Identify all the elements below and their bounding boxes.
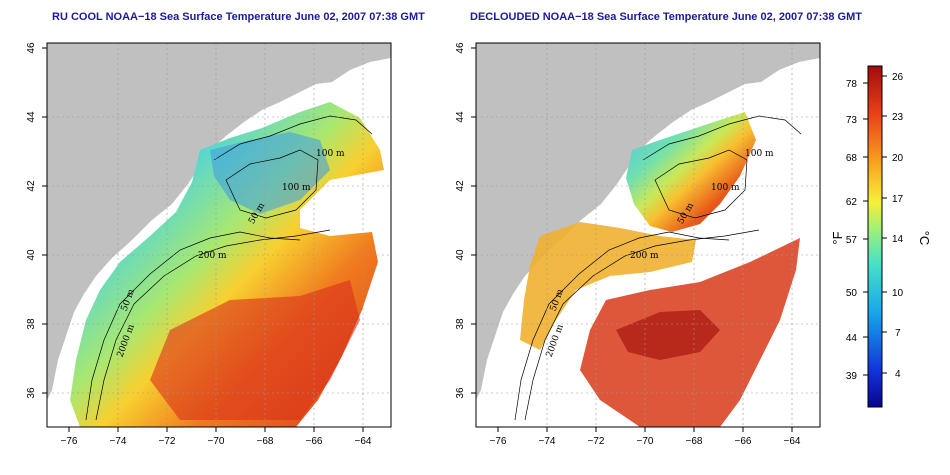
right-xtick: −68 [686,436,703,447]
left-cold-core [210,132,330,214]
right-contours [514,115,802,421]
left-contour-label-2: 100 m [282,183,311,193]
colorbar-c-tick: 23 [892,112,904,123]
left-contour-label-4: 200 m [198,251,227,261]
colorbar-ticks [863,75,887,376]
right-ytick: 42 [455,180,466,192]
left-ytick: 46 [26,42,37,54]
left-map-title: RU COOL NOAA−18 Sea Surface Temperature … [52,11,425,23]
right-xtick: −74 [539,436,556,447]
right-land [476,43,820,400]
colorbar-c-tick: 7 [895,328,901,339]
left-warm-core [150,280,360,420]
right-axes [471,47,793,432]
right-warm-core [616,310,720,360]
right-xtick: −70 [637,436,654,447]
right-xtick: −76 [490,436,507,447]
right-contour-label-2: 100 m [711,183,740,193]
colorbar-f-tick: 57 [846,235,858,246]
left-map-frame [46,42,392,428]
right-map-frame [475,42,821,428]
left-xtick: −68 [257,436,274,447]
colorbar-c-tick: 20 [892,153,904,164]
right-map: 100 m 100 m 50 m 200 m 50 m 2000 m [476,43,820,427]
right-xtick: −72 [588,436,605,447]
left-ytick: 40 [26,249,37,261]
colorbar-f-tick: 44 [846,333,858,344]
left-xtick: −66 [306,436,323,447]
left-map: 100 m 100 m 50 m 200 m 50 m 2000 m [47,43,391,427]
colorbar-c-tick: 17 [892,194,904,205]
right-ytick: 44 [455,111,466,123]
left-xtick: −72 [159,436,176,447]
right-sst-north [626,112,756,232]
colorbar-f-tick: 39 [846,371,858,382]
right-contour-label-1: 100 m [745,149,774,159]
right-ytick: 46 [455,42,466,54]
colorbar-f-tick: 78 [846,79,858,90]
left-ytick: 44 [26,111,37,123]
colorbar-fahrenheit-label: °F [830,231,845,244]
colorbar-c-tick: 4 [895,369,901,380]
colorbar-c-tick: 26 [892,72,904,83]
left-xtick: −76 [61,436,78,447]
right-ytick: 40 [455,249,466,261]
colorbar-f-tick: 50 [846,288,858,299]
colorbar-f-tick: 73 [846,115,858,126]
left-ytick: 42 [26,180,37,192]
colorbar-c-tick: 10 [892,288,904,299]
left-xtick: −64 [355,436,372,447]
right-ytick: 38 [455,318,466,330]
right-ytick: 36 [455,387,466,399]
left-ytick: 36 [26,387,37,399]
right-grid [476,43,820,427]
left-contour-label-1: 100 m [316,149,345,159]
left-ytick: 38 [26,318,37,330]
right-map-title: DECLOUDED NOAA−18 Sea Surface Temperatur… [470,11,862,23]
right-contour-label-4: 200 m [630,251,659,261]
colorbar-c-tick: 14 [892,234,904,245]
colorbar-f-tick: 62 [846,197,858,208]
left-axes [42,47,364,432]
right-sst-shelf [520,222,696,350]
right-xtick: −64 [784,436,801,447]
right-xtick: −66 [735,436,752,447]
left-xtick: −74 [110,436,127,447]
colorbar-celsius-label: °C [917,231,932,246]
left-land [47,43,391,400]
left-contours [85,115,373,421]
left-xtick: −70 [208,436,225,447]
colorbar [867,65,883,408]
left-grid [47,43,391,427]
colorbar-f-tick: 68 [846,153,858,164]
